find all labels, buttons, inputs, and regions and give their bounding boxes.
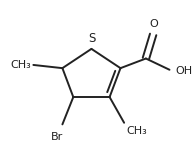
Text: CH₃: CH₃ <box>127 126 148 136</box>
Text: Br: Br <box>51 132 63 142</box>
Text: O: O <box>150 19 158 29</box>
Text: S: S <box>88 32 95 45</box>
Text: CH₃: CH₃ <box>10 60 31 70</box>
Text: OH: OH <box>175 66 192 75</box>
